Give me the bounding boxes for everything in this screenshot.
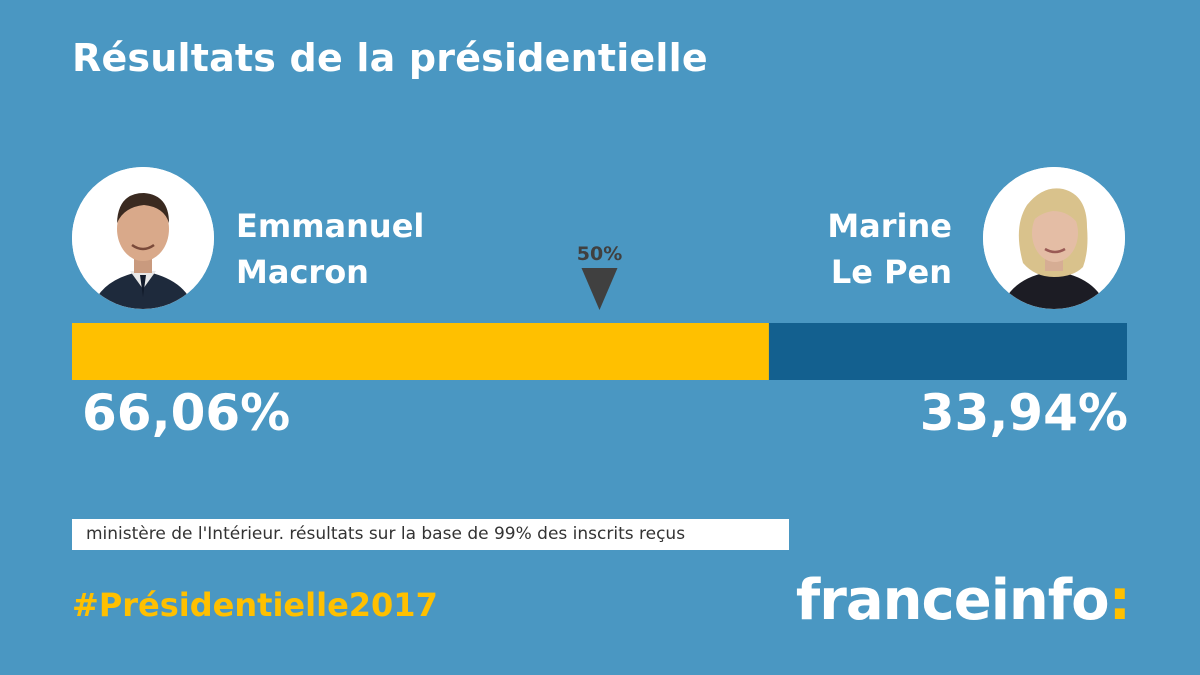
avatar-macron <box>72 167 214 309</box>
marker-50-arrow <box>581 268 618 310</box>
marker-50-label: 50% <box>577 243 622 265</box>
candidate-right-percent: 33,94% <box>919 384 1128 442</box>
page-title: Résultats de la présidentielle <box>72 36 708 80</box>
avatar-le-pen <box>983 167 1125 309</box>
candidate-left-percent: 66,06% <box>82 384 291 442</box>
logo-text: franceinfo <box>795 568 1110 633</box>
portrait-le-pen-icon <box>983 167 1125 309</box>
hashtag: #Présidentielle2017 <box>72 586 438 624</box>
candidate-left-last-name: Macron <box>236 253 369 291</box>
bar-le-pen <box>768 323 1127 380</box>
bar-macron <box>72 323 769 380</box>
portrait-macron-icon <box>72 167 214 309</box>
candidate-right-name: Marine Le Pen <box>827 203 952 295</box>
candidate-left-first-name: Emmanuel <box>236 207 425 245</box>
candidate-right-first-name: Marine <box>827 207 952 245</box>
candidate-left-name: Emmanuel Macron <box>236 203 424 295</box>
source-note: ministère de l'Intérieur. résultats sur … <box>72 519 789 550</box>
franceinfo-logo: franceinfo: <box>795 568 1131 633</box>
candidate-right-last-name: Le Pen <box>830 253 952 291</box>
logo-colon: : <box>1108 568 1131 633</box>
